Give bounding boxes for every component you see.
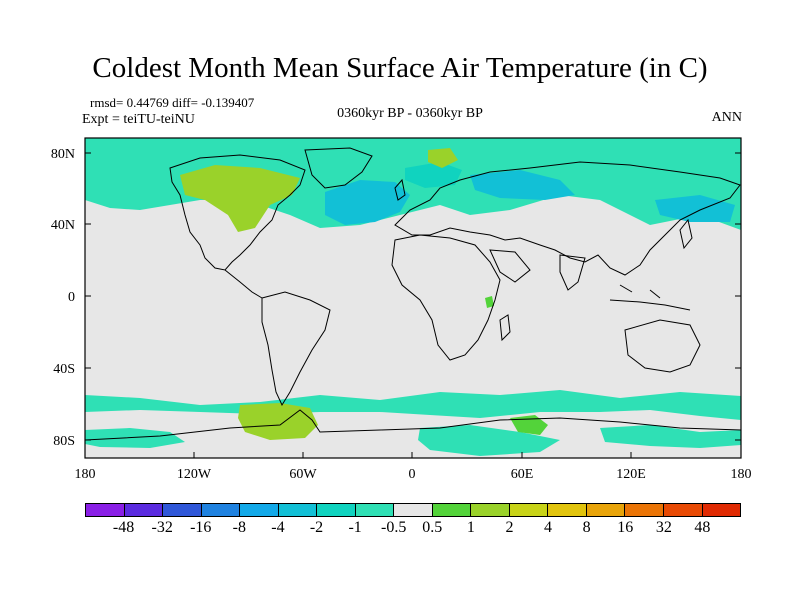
warm-anomaly-greenland xyxy=(428,148,458,168)
colorbar-swatch xyxy=(124,504,164,516)
colorbar-swatch xyxy=(240,504,279,516)
lat-label: 0 xyxy=(68,290,75,305)
cold-anomaly-north-atlantic xyxy=(325,180,410,225)
colorbar-swatch xyxy=(586,504,626,516)
lon-label: 60E xyxy=(511,467,534,482)
coast-eurasia xyxy=(394,161,741,276)
coast-africa xyxy=(391,234,501,361)
lon-label: 120E xyxy=(616,467,646,482)
colorbar-swatch xyxy=(432,504,472,516)
lon-label: 60W xyxy=(289,467,317,482)
colorbar-label: -32 xyxy=(151,519,173,536)
coast-arabia xyxy=(489,249,531,283)
warm-anomaly-north-america xyxy=(180,165,300,232)
cold-anomaly-antarctica-west xyxy=(85,428,185,448)
coast-indonesia xyxy=(609,284,691,311)
colorbar-label: 1 xyxy=(466,519,475,536)
coast-antarctica xyxy=(85,409,741,441)
colorbar-label: -16 xyxy=(190,519,212,536)
coast-north-america xyxy=(169,154,306,271)
lat-label: 40N xyxy=(51,218,75,233)
colorbar-label: 32 xyxy=(655,519,672,536)
cold-anomaly-antarctica-pacific xyxy=(600,425,741,448)
colorbar-label: 16 xyxy=(617,519,634,536)
lon-label: 120W xyxy=(177,467,212,482)
lat-label: 80N xyxy=(51,147,75,162)
colorbar-label: 48 xyxy=(694,519,711,536)
coast-britain xyxy=(394,178,406,201)
lon-label: 180 xyxy=(75,467,96,482)
colorbar-swatch xyxy=(163,504,202,516)
colorbar-swatch xyxy=(471,504,510,516)
coast-greenland xyxy=(304,147,373,189)
warm-anomaly-weddell-sea xyxy=(238,403,318,440)
figure-title: Coldest Month Mean Surface Air Temperatu… xyxy=(92,52,708,84)
lon-labels: 180 120W 60W 0 60E 120E 180 xyxy=(75,467,752,482)
colorbar-label: -1 xyxy=(348,519,362,536)
coastlines xyxy=(85,147,741,441)
colorbar-swatch xyxy=(86,504,125,516)
lon-ticks xyxy=(84,452,742,458)
lon-label: 180 xyxy=(731,467,752,482)
period-label: 0360kyr BP - 0360kyr BP xyxy=(337,106,483,121)
colorbar-swatch xyxy=(394,504,433,516)
season-label: ANN xyxy=(711,110,742,125)
anomaly-fields xyxy=(85,138,741,456)
colorbar-label: -8 xyxy=(232,519,247,536)
colorbar-swatch xyxy=(278,504,318,516)
colorbar-labels: -48 -32 -16 -8 -4 -2 -1 -0.5 0.5 1 2 4 8 16 32 48 xyxy=(85,519,741,539)
colorbar-label: 8 xyxy=(582,519,591,536)
warm-anomaly-east-africa xyxy=(485,296,494,308)
colorbar-label: -0.5 xyxy=(381,519,407,536)
plot-frame xyxy=(84,137,742,459)
colorbar-swatch xyxy=(317,504,356,516)
stats-label: rmsd= 0.44769 diff= -0.139407 xyxy=(90,95,255,110)
coast-madagascar xyxy=(499,314,511,342)
coast-australia xyxy=(624,319,701,373)
experiment-label: Expt = teiTU-teiNU xyxy=(82,112,195,127)
lat-labels: 80N 40N 0 40S 80S xyxy=(51,147,75,449)
colorbar-swatch xyxy=(201,504,241,516)
colorbar-swatch xyxy=(625,504,664,516)
cold-anomaly-siberia xyxy=(470,170,575,200)
colorbar xyxy=(85,503,741,517)
lat-ticks xyxy=(85,152,741,441)
coast-south-america xyxy=(261,291,331,407)
warm-anomaly-ross-sea xyxy=(510,415,548,435)
colorbar-swatch xyxy=(509,504,549,516)
cold-anomaly-antarctica-east xyxy=(418,425,560,456)
lat-label: 80S xyxy=(53,434,75,449)
cold-anomaly-pacific xyxy=(655,195,735,222)
cold-anomaly-europe xyxy=(405,162,462,188)
coast-india xyxy=(559,254,586,291)
colorbar-swatch xyxy=(702,504,741,516)
colorbar-label: -2 xyxy=(309,519,324,536)
lon-label: 0 xyxy=(409,467,416,482)
colorbar-swatch xyxy=(663,504,703,516)
colorbar-label: 2 xyxy=(505,519,514,536)
cold-anomaly-arctic xyxy=(85,138,741,230)
colorbar-swatch xyxy=(355,504,395,516)
coast-central-america xyxy=(224,269,263,299)
colorbar-label: 4 xyxy=(544,519,553,536)
colorbar-label: -4 xyxy=(271,519,285,536)
coast-japan xyxy=(679,218,693,250)
colorbar-swatch xyxy=(548,504,587,516)
lat-label: 40S xyxy=(53,362,75,377)
colorbar-label: -48 xyxy=(112,519,135,536)
colorbar-label: 0.5 xyxy=(422,519,443,536)
